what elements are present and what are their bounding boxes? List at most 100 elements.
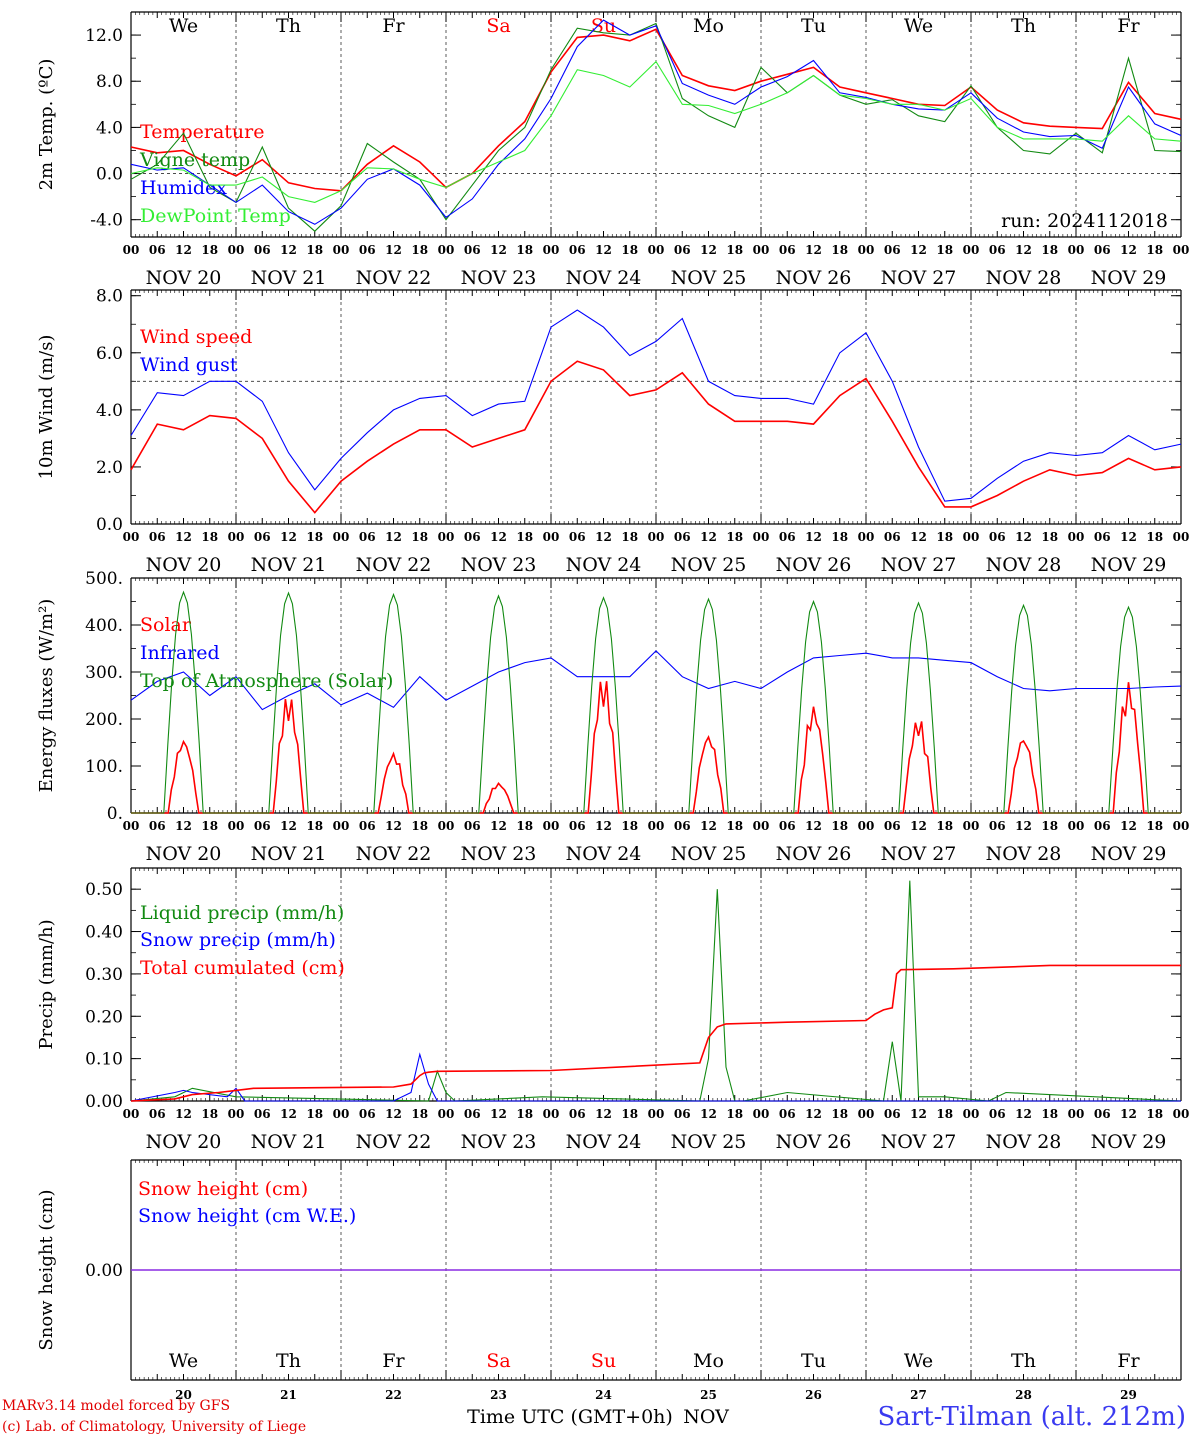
hour-tick-label: 00 [858,530,875,544]
hour-tick-label: 06 [254,243,271,257]
hour-tick-label: 00 [543,243,560,257]
hour-tick-label: 00 [648,530,665,544]
hour-tick-label: 06 [989,1107,1006,1121]
hour-tick-label: 00 [1068,530,1085,544]
hour-tick-label: 00 [123,1107,140,1121]
hour-tick-label: 00 [543,530,560,544]
y-tick-label: 300. [85,663,123,683]
hour-tick-label: 18 [621,819,638,833]
hour-tick-label: 00 [438,243,455,257]
hour-tick-label: 12 [490,243,507,257]
date-label: NOV 28 [986,267,1062,289]
legend-entry: Infrared [140,642,220,664]
hour-tick-label: 06 [149,1107,166,1121]
hour-tick-label: 06 [1094,243,1111,257]
hour-tick-label: 06 [569,819,586,833]
hour-tick-label: 18 [726,530,743,544]
hour-tick-label: 06 [674,819,691,833]
legend-entry: Liquid precip (mm/h) [140,902,344,924]
bottom-axis: 20 21 22 23 24 25 26 27 28 29 Time UTC (GMT+0h) NOV [175,1388,1137,1428]
hour-tick-label: 00 [333,819,350,833]
date-label: NOV 25 [671,1131,747,1153]
legend-entry: Wind gust [140,354,238,376]
date-label: NOV 29 [1091,1131,1167,1153]
hour-tick-label: 06 [1094,530,1111,544]
weekday-label: Th [276,1350,301,1372]
legend-entry: Solar [140,614,192,636]
weekday-label: Tu [801,15,826,37]
day-number-label: 26 [805,1388,822,1402]
hour-tick-label: 06 [989,243,1006,257]
hour-tick-label: 00 [963,1107,980,1121]
panel-wind: 00 06 12 18 NOV 20 00 06 12 18 NOV 21 00 06 12 18 NOV … [36,287,1189,576]
hour-tick-label: 00 [963,819,980,833]
panel-energy: 00 06 12 18 NOV 20 00 06 12 18 NOV 21 00 06 12 18 NOV … [36,569,1189,865]
hour-tick-label: 18 [1146,819,1163,833]
date-label: NOV 22 [356,843,432,865]
date-label: NOV 24 [566,843,642,865]
date-label: NOV 25 [671,843,747,865]
legend-entry: Top of Atmosphere (Solar) [140,670,393,692]
day-number-label: 23 [490,1388,507,1402]
hour-tick-label: 18 [306,819,323,833]
hour-tick-label: 00 [438,530,455,544]
hour-tick-label: 12 [700,243,717,257]
y-tick-label: 200. [85,710,123,730]
y-tick-label: 4.0 [96,401,123,421]
y-tick-label: 0.00 [85,1261,123,1281]
hour-tick-label: 00 [648,1107,665,1121]
hour-tick-label: 12 [805,243,822,257]
hour-tick-label: 12 [1015,819,1032,833]
hour-tick-label: 06 [464,819,481,833]
hour-tick-label: 00 [123,819,140,833]
legend-entry: Snow precip (mm/h) [140,929,336,951]
panel-snow: We Th Fr Sa Su Mo Tu We Th Fr 0.00 Snow height (cm)… [36,1159,1182,1381]
hour-tick-label: 06 [569,243,586,257]
weekday-label: Fr [1117,15,1140,37]
date-label: NOV 23 [461,843,537,865]
hour-tick-label: 18 [831,243,848,257]
hour-tick-label: 12 [910,1107,927,1121]
hour-tick-label: 18 [1146,530,1163,544]
y-tick-label: 4.0 [96,118,123,138]
hour-tick-label: 18 [621,243,638,257]
hour-tick-label: 06 [359,819,376,833]
date-label: NOV 29 [1091,554,1167,576]
hour-tick-label: 06 [359,530,376,544]
y-tick-label: 12.0 [85,26,123,46]
hour-tick-label: 18 [831,1107,848,1121]
y-tick-label: 0.30 [85,965,123,985]
series-line-humidex [130,19,1182,225]
hour-tick-label: 06 [254,1107,271,1121]
day-number-label: 27 [910,1388,927,1402]
hour-tick-label: 12 [280,1107,297,1121]
legend-entry: Wind speed [140,326,252,348]
hour-tick-label: 06 [149,530,166,544]
hour-tick-label: 12 [280,530,297,544]
hour-tick-label: 12 [700,819,717,833]
y-axis-label: Precip (mm/h) [36,919,57,1049]
legend-entry: Total cumulated (cm) [140,957,345,979]
hour-tick-label: 18 [201,1107,218,1121]
hour-tick-label: 12 [385,243,402,257]
weekday-label: Mo [693,1350,724,1372]
hour-tick-label: 18 [411,243,428,257]
hour-tick-label: 12 [1120,1107,1137,1121]
y-tick-label: 500. [85,569,123,589]
legend-entry: Vigne temp [139,149,250,171]
weekday-label: Fr [382,1350,405,1372]
hour-tick-label: 00 [1068,1107,1085,1121]
hour-tick-label: 06 [149,819,166,833]
hour-tick-label: 18 [201,819,218,833]
y-tick-label: 0.50 [85,880,123,900]
hour-tick-label: 12 [910,819,927,833]
date-label: NOV 21 [251,267,327,289]
hour-tick-label: 06 [884,1107,901,1121]
hour-tick-label: 12 [805,530,822,544]
series-line-top-of-atmosphere-solar- [131,590,1181,814]
hour-tick-label: 06 [1094,819,1111,833]
hour-tick-label: 18 [1146,243,1163,257]
hour-tick-label: 18 [936,1107,953,1121]
hour-tick-label: 12 [805,819,822,833]
weekday-label: We [169,1350,198,1372]
